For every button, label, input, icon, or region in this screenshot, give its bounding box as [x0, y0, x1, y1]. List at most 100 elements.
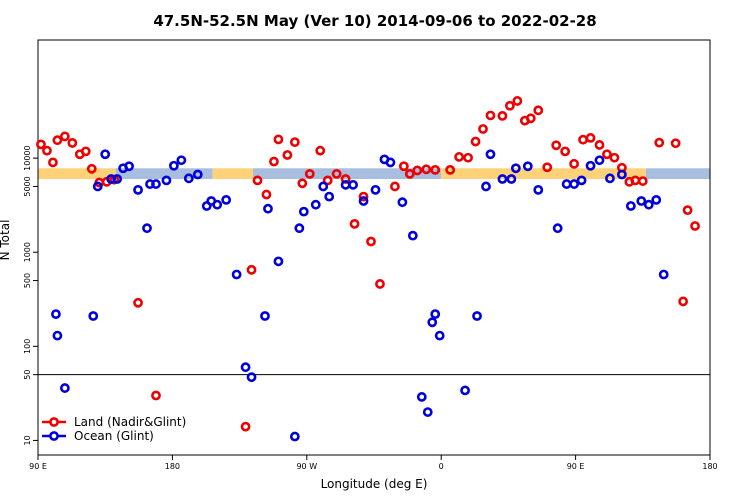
- ocean-point: [594, 155, 605, 166]
- land-point: [59, 131, 70, 142]
- ocean-point: [324, 191, 335, 202]
- legend-marker: [49, 431, 59, 441]
- y-tick-label: 5000: [23, 176, 32, 196]
- ocean-point: [289, 431, 300, 442]
- land-point: [86, 163, 97, 174]
- ocean-point: [358, 196, 369, 206]
- land-point: [375, 279, 385, 289]
- legend: Land (Nadir&Glint)Ocean (Glint): [42, 415, 186, 443]
- land-point: [470, 136, 481, 147]
- land-point: [349, 218, 360, 229]
- land-point: [67, 138, 78, 148]
- land-point: [289, 137, 300, 148]
- land-point: [282, 150, 293, 160]
- land-point: [504, 100, 515, 111]
- ocean-point: [88, 311, 99, 321]
- land-point: [585, 133, 596, 143]
- ocean-point: [407, 230, 418, 241]
- ocean-band: [115, 168, 213, 179]
- land-point: [630, 175, 641, 186]
- ocean-point: [510, 163, 521, 174]
- land-band: [212, 168, 254, 179]
- x-tick-label: 0: [439, 462, 444, 471]
- ocean-band: [253, 168, 349, 179]
- land-point: [42, 145, 52, 156]
- ocean-point: [192, 169, 203, 180]
- ocean-point: [340, 179, 351, 190]
- land-point: [273, 134, 284, 145]
- ocean-point: [416, 392, 427, 402]
- ocean-point: [231, 269, 242, 280]
- land-point: [390, 181, 400, 192]
- ocean-point: [221, 194, 232, 205]
- land-point: [151, 390, 161, 401]
- ocean-point: [142, 223, 152, 234]
- land-point: [485, 110, 496, 121]
- land-band: [545, 168, 646, 179]
- x-tick-label: 180: [702, 462, 717, 471]
- ocean-point: [481, 181, 491, 192]
- y-axis: 10 50 100 500 1000 5000 10000: [23, 145, 38, 446]
- ocean-point: [522, 161, 533, 172]
- land-point: [525, 113, 536, 124]
- ocean-point: [348, 179, 358, 190]
- land-point: [398, 161, 409, 172]
- land-point: [578, 134, 588, 145]
- ocean-point: [263, 203, 273, 214]
- land-point: [52, 135, 63, 146]
- land-point: [331, 168, 342, 179]
- legend-label: Ocean (Glint): [74, 429, 154, 443]
- land-point: [297, 178, 308, 189]
- ocean-point: [430, 309, 441, 320]
- ocean-band: [645, 168, 710, 179]
- land-point: [594, 140, 605, 150]
- land-band: [441, 168, 546, 179]
- ocean-point: [576, 175, 587, 186]
- ocean-point: [397, 197, 408, 208]
- ocean-point: [585, 160, 596, 171]
- land-point: [569, 158, 580, 169]
- y-tick-label: 10000: [23, 145, 32, 170]
- land-point: [602, 149, 612, 160]
- ocean-point: [651, 194, 662, 205]
- x-tick-label: 90 E: [29, 462, 47, 471]
- x-tick-label: 90 W: [296, 462, 317, 471]
- land-point: [454, 152, 465, 162]
- land-point: [609, 152, 620, 163]
- ocean-point: [658, 269, 669, 280]
- land-point: [542, 162, 553, 173]
- chart-title: 47.5N-52.5N May (Ver 10) 2014-09-06 to 2…: [153, 12, 596, 30]
- ocean-point: [51, 309, 61, 320]
- ocean-point: [497, 174, 508, 184]
- ocean-point: [124, 161, 134, 172]
- ocean-point: [533, 184, 544, 195]
- land-point: [358, 191, 369, 202]
- ocean-point: [92, 181, 103, 192]
- land-point: [497, 110, 508, 121]
- ocean-point: [59, 383, 70, 393]
- x-axis-label: Longitude (deg E): [321, 477, 428, 491]
- ocean-point: [460, 385, 470, 396]
- plot-frame: [37, 39, 711, 456]
- x-axis: 90 E 180 90 W 0 90 E 180: [29, 455, 718, 471]
- ocean-point: [294, 223, 305, 234]
- land-point: [304, 168, 315, 179]
- ocean-point: [240, 362, 251, 373]
- land-point: [366, 236, 376, 247]
- ocean-point: [212, 199, 223, 210]
- ocean-point: [472, 311, 482, 321]
- land-point: [654, 137, 665, 148]
- land-point: [322, 175, 333, 186]
- ocean-point: [506, 174, 517, 184]
- land-point: [412, 165, 423, 176]
- ocean-point: [112, 174, 123, 184]
- land-point: [240, 421, 251, 432]
- land-point: [533, 105, 544, 116]
- y-axis-label: N Total: [0, 220, 12, 261]
- y-tick-label: 100: [23, 339, 32, 354]
- land-point: [637, 176, 648, 186]
- y-tick-label: 1000: [23, 242, 32, 262]
- y-tick-label: 50: [23, 370, 32, 380]
- bands-layer: [38, 168, 710, 179]
- land-point: [340, 174, 351, 184]
